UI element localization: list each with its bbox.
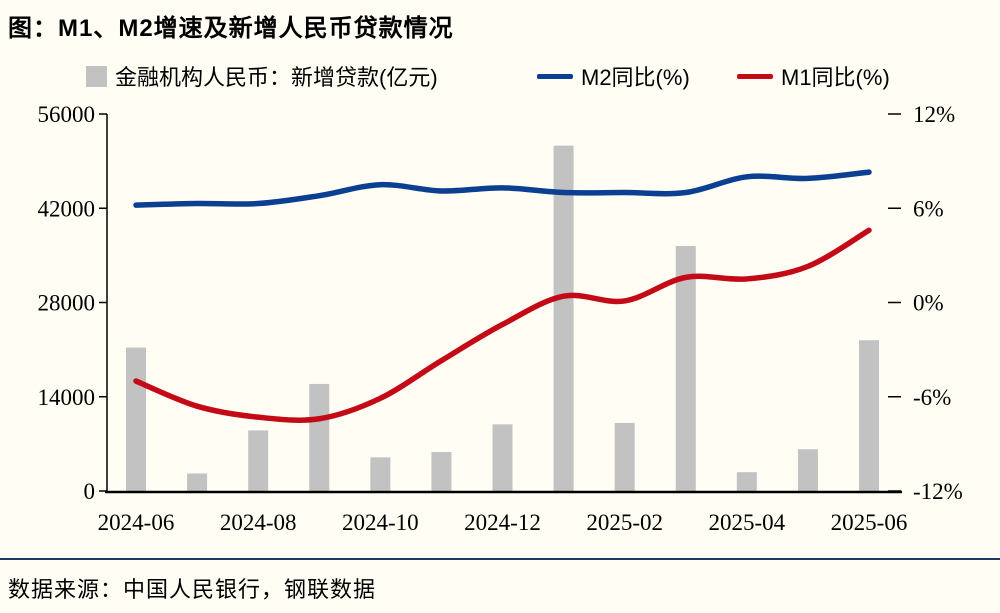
loan-bar [431, 451, 452, 491]
loan-bar [675, 245, 696, 491]
legend-item-new-loans: 金融机构人民币：新增贷款(亿元) [86, 62, 438, 90]
loan-bar [492, 424, 513, 491]
x-axis-label: 2025-06 [831, 510, 908, 535]
loan-bar [248, 430, 269, 491]
right-axis-label: -6% [913, 385, 951, 410]
x-axis-label: 2024-12 [464, 510, 541, 535]
loan-bar [309, 383, 330, 491]
loan-bar [859, 340, 879, 491]
x-axis-label: 2024-06 [98, 510, 175, 535]
loan-bar [126, 347, 146, 491]
legend-label-m2: M2同比(%) [581, 65, 690, 90]
loan-bar [553, 145, 574, 492]
loan-bar [736, 472, 757, 491]
data-source-text: 数据来源：中国人民银行，钢联数据 [8, 577, 377, 602]
loan-bar [187, 473, 208, 491]
m2-line [133, 169, 872, 208]
loan-bar [797, 449, 818, 491]
legend-label-new-loans: 金融机构人民币：新增贷款(亿元) [115, 65, 438, 90]
x-axis-label: 2025-02 [586, 510, 663, 535]
legend-item-m2: M2同比(%) [537, 62, 690, 90]
m1-line [133, 227, 872, 423]
line-swatch-icon [537, 73, 573, 79]
right-axis-label: 0% [913, 291, 944, 316]
right-axis-label: -12% [913, 479, 963, 504]
x-axis-label: 2024-08 [220, 510, 297, 535]
footer-divider [0, 558, 1000, 560]
loan-bar [614, 423, 635, 491]
bar-swatch-icon [86, 65, 107, 87]
left-axis-label: 0 [84, 479, 96, 504]
right-axis-label: 6% [913, 196, 944, 221]
loan-bar [370, 457, 391, 491]
left-axis-label: 14000 [38, 385, 96, 410]
right-axis-label: 12% [913, 102, 955, 127]
chart-title: 图：M1、M2增速及新增人民币贷款情况 [8, 15, 454, 42]
left-axis-label: 28000 [38, 291, 96, 316]
legend-label-m1: M1同比(%) [781, 65, 890, 90]
x-axis-label: 2025-04 [708, 510, 785, 535]
x-axis-label: 2024-10 [342, 510, 419, 535]
left-axis-label: 56000 [38, 102, 96, 127]
legend-item-m1: M1同比(%) [737, 62, 890, 90]
line-swatch-icon [737, 73, 773, 79]
left-axis-label: 42000 [38, 196, 96, 221]
